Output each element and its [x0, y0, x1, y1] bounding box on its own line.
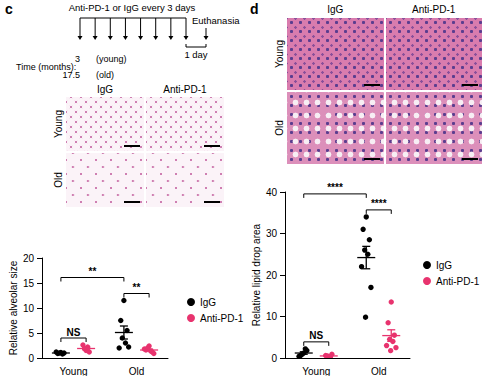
- svg-text:d: d: [250, 1, 259, 17]
- svg-text:20: 20: [266, 270, 278, 281]
- svg-text:IgG: IgG: [200, 297, 216, 308]
- svg-text:10: 10: [266, 311, 278, 322]
- html-text:IgG: IgG: [96, 84, 114, 95]
- svg-text:IgG: IgG: [436, 260, 452, 271]
- svg-text:10: 10: [23, 303, 35, 314]
- svg-text:c: c: [5, 1, 13, 17]
- html-text:Old: Old: [52, 172, 64, 188]
- svg-text:****: ****: [327, 182, 343, 193]
- svg-text:**: **: [133, 282, 141, 293]
- svg-text:Anti-PD-1 or IgG every 3 days: Anti-PD-1 or IgG every 3 days: [69, 2, 196, 13]
- svg-text:Young: Young: [302, 366, 330, 376]
- svg-text:****: ****: [371, 198, 387, 209]
- svg-text:0: 0: [271, 353, 277, 364]
- svg-text:40: 40: [266, 187, 278, 198]
- svg-text:3: 3: [75, 54, 80, 64]
- svg-text:(old): (old): [96, 70, 114, 80]
- svg-text:0: 0: [28, 353, 34, 364]
- svg-text:Euthanasia: Euthanasia: [192, 15, 240, 26]
- svg-text:5: 5: [28, 328, 34, 339]
- html-text:Anti-PD-1: Anti-PD-1: [163, 84, 207, 95]
- svg-text:**: **: [89, 266, 97, 277]
- svg-text:30: 30: [266, 228, 278, 239]
- svg-text:NS: NS: [309, 330, 323, 341]
- svg-text:Old: Old: [371, 366, 387, 376]
- svg-text:15: 15: [23, 278, 35, 289]
- svg-text:Relative alveolar size: Relative alveolar size: [8, 260, 19, 355]
- svg-text:Young: Young: [60, 366, 88, 376]
- html-text:Old: Old: [273, 120, 285, 136]
- html-text:IgG: IgG: [327, 4, 344, 15]
- html-text:Young: Young: [273, 40, 285, 68]
- svg-text:Old: Old: [129, 366, 145, 376]
- svg-text:Anti-PD-1: Anti-PD-1: [200, 313, 244, 324]
- svg-text:NS: NS: [67, 327, 81, 338]
- svg-text:20: 20: [23, 253, 35, 264]
- svg-text:17.5: 17.5: [62, 70, 80, 80]
- svg-text:Anti-PD-1: Anti-PD-1: [436, 276, 480, 287]
- svg-text:Time (months):: Time (months):: [16, 62, 76, 72]
- svg-text:(young): (young): [96, 54, 127, 64]
- html-text:Young: Young: [52, 110, 64, 138]
- svg-text:Relative lipid drop area: Relative lipid drop area: [251, 223, 262, 326]
- svg-text:1 day: 1 day: [184, 49, 207, 60]
- html-text:Anti-PD-1: Anti-PD-1: [412, 4, 456, 15]
